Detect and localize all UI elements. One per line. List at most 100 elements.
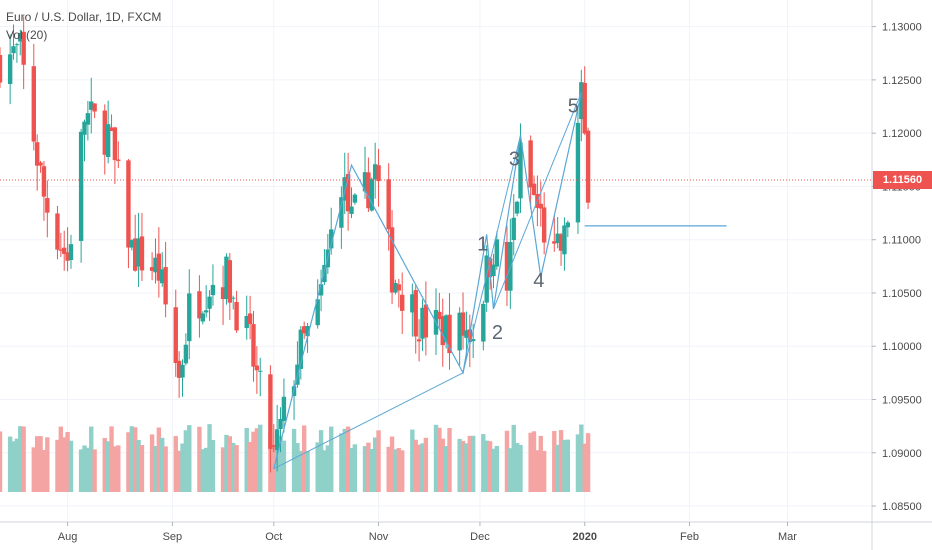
x-tick-label: Dec xyxy=(470,531,490,543)
candle-body xyxy=(491,264,496,277)
candle-body xyxy=(420,307,425,339)
volume-bar xyxy=(487,441,493,492)
candle-body xyxy=(254,365,260,371)
drawings: 1 2 3 4 5 xyxy=(0,92,872,470)
candle-body xyxy=(102,110,107,155)
wave-connector xyxy=(492,92,582,310)
candle-body xyxy=(511,217,516,241)
volume-bar xyxy=(460,440,466,492)
volume-bar xyxy=(575,434,581,492)
volume-bar xyxy=(227,436,233,492)
volume-bar xyxy=(0,431,3,492)
candle-body xyxy=(400,294,405,311)
volume-bar xyxy=(416,444,422,492)
volume-bar xyxy=(176,450,182,492)
candle-body xyxy=(183,344,189,364)
volume-bar xyxy=(197,426,202,492)
y-tick-label: 1.08500 xyxy=(882,501,922,513)
volume-bar xyxy=(437,427,442,492)
volume-bars xyxy=(0,424,591,492)
volume-bar xyxy=(41,449,47,492)
volume-bar xyxy=(329,426,334,492)
candle-body xyxy=(349,206,354,214)
candle-body xyxy=(176,360,182,378)
volume-bar xyxy=(552,431,557,492)
volume-bar xyxy=(187,425,192,492)
candle-body xyxy=(58,249,64,251)
volume-bar xyxy=(481,434,486,492)
candle-body xyxy=(541,207,547,243)
volume-bar xyxy=(541,450,547,492)
candle-body xyxy=(440,316,445,346)
candle-body xyxy=(62,247,67,254)
candle-body xyxy=(82,121,87,135)
candle-body xyxy=(339,197,344,228)
candle-body xyxy=(268,374,273,449)
volume-bar xyxy=(531,431,537,492)
x-tick-label: 2020 xyxy=(572,531,596,543)
volume-bar xyxy=(322,450,327,492)
volume-bar xyxy=(420,443,425,492)
volume-bar xyxy=(514,443,520,492)
volume-bar xyxy=(156,427,162,492)
volume-bar xyxy=(14,438,20,492)
candle-body xyxy=(112,127,118,161)
wave-pattern-line xyxy=(273,92,582,469)
volume-bar xyxy=(163,446,168,492)
volume-bar xyxy=(558,430,564,492)
candle-body xyxy=(376,165,381,182)
candle-body xyxy=(247,313,253,325)
candle-body xyxy=(129,240,135,248)
candle-body xyxy=(301,326,307,334)
y-tick-label: 1.11000 xyxy=(882,235,921,247)
x-tick-label: Nov xyxy=(369,531,389,543)
candle-body xyxy=(362,172,368,192)
y-tick-label: 1.12000 xyxy=(882,128,922,140)
volume-bar xyxy=(342,428,347,492)
volume-bar xyxy=(136,439,141,492)
candle-body xyxy=(329,229,334,249)
volume-bar xyxy=(102,438,107,492)
volume-bar xyxy=(369,448,374,492)
candle-body xyxy=(231,297,236,299)
candle-body xyxy=(558,234,564,251)
candle-body xyxy=(180,364,185,378)
volume-bar xyxy=(65,432,70,492)
y-tick-label: 1.09000 xyxy=(882,448,922,460)
candle-body xyxy=(149,267,155,271)
y-tick-label: 1.12500 xyxy=(882,75,922,87)
volume-bar xyxy=(400,450,405,492)
volume-bar xyxy=(109,426,114,492)
candle-body xyxy=(582,82,587,134)
candle-body xyxy=(322,264,327,283)
x-tick-label: Sep xyxy=(163,531,183,543)
volume-bar xyxy=(325,445,331,492)
volume-bar xyxy=(21,426,26,492)
volume-bar xyxy=(464,443,469,492)
volume-bar xyxy=(585,433,591,492)
volume-bar xyxy=(105,441,111,492)
candle-body xyxy=(173,307,178,363)
candle-body xyxy=(585,130,591,203)
candle-body xyxy=(105,124,111,158)
volume-bar xyxy=(440,438,445,492)
volume-bar xyxy=(562,439,567,492)
volume-bar xyxy=(579,424,584,492)
candle-body xyxy=(156,253,162,281)
volume-bar xyxy=(11,441,16,492)
candle-body xyxy=(78,131,84,241)
volume-bar xyxy=(504,430,510,492)
volume-bar xyxy=(132,427,138,492)
volume-bar xyxy=(372,437,378,492)
volume-bar xyxy=(366,442,371,492)
candle-body xyxy=(45,197,50,213)
volume-bar xyxy=(224,434,229,492)
volume-bar xyxy=(173,436,178,492)
candle-body xyxy=(416,339,422,342)
volume-bar xyxy=(112,446,118,492)
volume-bar xyxy=(244,427,249,492)
wave-label: 2 xyxy=(492,322,503,344)
volume-bar xyxy=(7,436,13,492)
wave-label: 5 xyxy=(568,96,579,118)
